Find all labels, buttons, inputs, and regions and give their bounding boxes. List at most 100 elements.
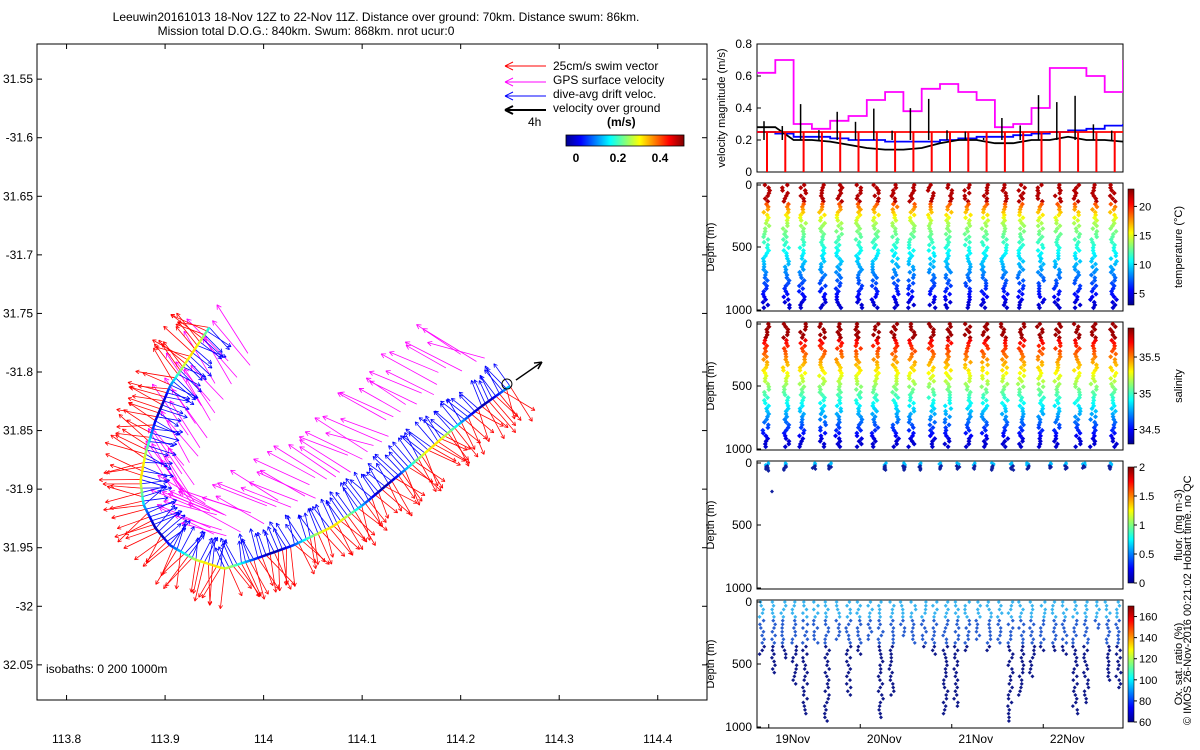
swim-vector [158, 339, 181, 371]
oxygen-point [1029, 611, 1034, 616]
temperature-point [838, 275, 844, 281]
temperature-point [926, 242, 932, 248]
gps-vector [299, 446, 340, 473]
track-segment [390, 477, 396, 482]
drift-vector-head [176, 431, 181, 436]
oxygen-point [1075, 707, 1080, 712]
oxygen-point [1050, 607, 1055, 612]
legend-drift-label: dive-avg drift veloc. [553, 87, 656, 101]
salinity-point [985, 335, 991, 341]
salinity-point [927, 433, 933, 439]
oxygen-point [826, 696, 831, 701]
drift-vector-head [362, 473, 368, 479]
oxygen-point [1107, 611, 1112, 616]
oxygen-point [826, 678, 831, 683]
swim-vector-head [176, 312, 181, 318]
oxygen-point [924, 629, 929, 634]
temperature-point [1092, 183, 1098, 188]
drift-vector [470, 380, 483, 407]
swim-vector [354, 510, 376, 546]
temperature-point [895, 256, 901, 262]
drift-vector-head [168, 460, 173, 466]
drift-vector [275, 522, 291, 547]
salinity-point [817, 324, 823, 330]
temperature-point [925, 187, 931, 193]
salinity-point [928, 376, 934, 382]
map-axes: 113.8 113.9 114 114.1 114.2 114.3 114.4 31.55-… [3, 43, 708, 746]
salinity-point [854, 381, 860, 387]
salinity-point [838, 408, 844, 414]
swim-vector [309, 537, 317, 569]
map-y-tick-label: 31.65 [3, 189, 33, 203]
oxygen-point [780, 633, 785, 638]
temperature-point [854, 299, 860, 305]
temperature-point [983, 280, 989, 286]
temperature-point [798, 217, 804, 223]
drift-vector [418, 417, 445, 437]
salinity-point [785, 326, 791, 332]
oxygen-point [761, 607, 766, 612]
fluor-colorbar [1127, 466, 1135, 584]
oxygen-point [932, 640, 937, 645]
oxygen-point [945, 618, 950, 623]
swim-vector [313, 535, 319, 565]
gps-vector [184, 368, 216, 414]
swim-vector-head [218, 604, 223, 609]
swim-vector [127, 381, 168, 394]
oxygen-point [1104, 614, 1109, 619]
track-segment [309, 534, 315, 539]
drift-vector-head [217, 354, 222, 360]
oxygen-point [805, 696, 810, 701]
swim-vector [506, 388, 515, 420]
drift-vector [402, 435, 426, 454]
swim-vector [492, 398, 516, 426]
oxygen-point [791, 678, 796, 683]
salinity-point [980, 376, 986, 382]
track-segment [150, 428, 155, 434]
drift-vector [151, 432, 180, 441]
oxygen-point [1020, 644, 1025, 649]
oxygen-point [1008, 607, 1013, 612]
temperature-point [1037, 305, 1043, 311]
salinity-point [875, 348, 881, 354]
oxygen-point [855, 600, 860, 604]
swim-vector [135, 370, 176, 379]
swim-vector [178, 321, 198, 346]
temperature-point [963, 237, 969, 243]
salinity-point [1055, 376, 1061, 382]
track-segment [144, 449, 148, 455]
oxygen-point [781, 614, 786, 619]
track-segment [488, 397, 494, 403]
oxygen-point [771, 618, 776, 623]
drift-vector-head [174, 422, 179, 427]
salinity-point [1053, 444, 1059, 450]
salinity-point [1005, 436, 1011, 442]
drift-vector [478, 380, 490, 402]
oxygen-point [758, 626, 763, 631]
fluor-point [766, 468, 771, 473]
oxygen-point [1006, 644, 1011, 649]
gps-vector-head [183, 368, 190, 374]
temperature-point [761, 234, 767, 240]
velocity-ylabel: velocity magnitude (m/s) [716, 48, 728, 167]
time-x-ticks: 19Nov 20Nov 21Nov 22Nov [768, 724, 1085, 746]
salinity-point [1017, 370, 1023, 376]
swim-vector-head [292, 582, 297, 587]
salinity-point [894, 359, 900, 365]
track-segment [380, 485, 386, 491]
salinity-point [1072, 400, 1078, 406]
salinity-point [927, 416, 933, 422]
fluor-point [1080, 465, 1085, 470]
oxygen-point [952, 644, 957, 649]
salinity-point [962, 356, 968, 362]
temperature-point [1089, 207, 1095, 213]
salinity-point [1112, 430, 1118, 436]
track-segment [143, 453, 147, 459]
gps-vector [212, 320, 251, 366]
fluor-point [1025, 466, 1030, 471]
oxygen-point [823, 644, 828, 649]
oxygen-point [1106, 644, 1111, 649]
oxygen-point [1116, 666, 1121, 671]
salinity-point [1002, 444, 1008, 450]
salinity-point [783, 337, 789, 343]
